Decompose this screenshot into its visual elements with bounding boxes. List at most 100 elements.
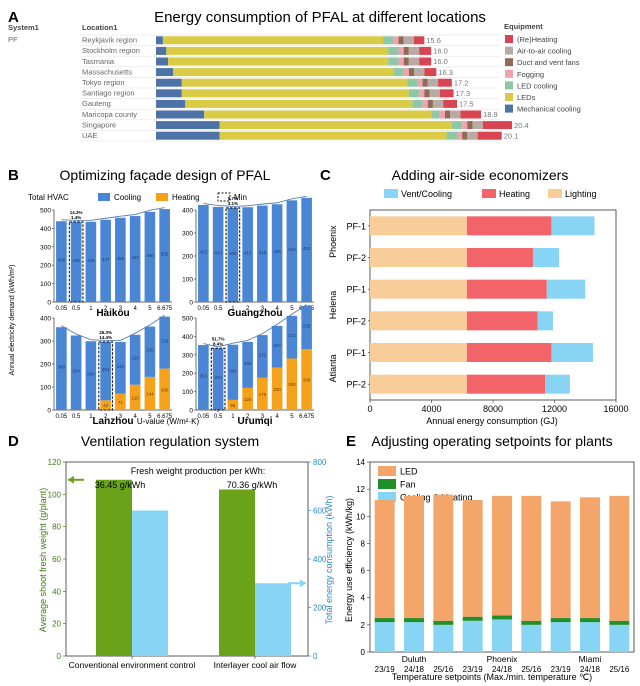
x-tick-label: 2 [104,306,108,312]
bar-segment [457,131,463,140]
bar-segment [551,343,593,362]
x-tick-label: 1 [89,306,93,312]
legend-label: LED cooling [517,81,557,90]
cooling-bar [301,197,312,302]
legend-swatch [505,35,513,43]
bar-segment [370,343,467,362]
x-tick-label: 0.05 [56,306,68,312]
cooling-value-label: 240 [117,364,125,369]
x-tick-label: 0.5 [214,414,223,420]
bar-segment [408,46,420,55]
min-highlight-box [68,221,84,303]
legend-swatch [384,189,398,198]
cooling-bar [70,335,82,410]
cooling-bar [129,216,141,302]
cooling-bar [56,221,67,302]
cooling-value-label: 235 [303,324,311,329]
y-tick-label-left: 80 [52,523,61,532]
cooling-bar [286,200,298,302]
bar-segment [521,624,542,652]
heating-value-label: 42 [103,403,109,408]
cooling-bar [271,204,283,302]
cooling-value-label: 413 [214,251,222,256]
cooling-value-label: 232 [259,352,267,357]
bar-segment [156,57,169,66]
cooling-bar [144,326,156,377]
y-tick-label-right: 400 [313,555,327,564]
legend-label: Duct and vent fans [517,58,580,67]
subplot-city-label: Lanzhou [92,416,133,427]
legend-swatch [505,93,513,101]
bar-segment [156,68,174,77]
cooling-bar [144,211,156,302]
bar-segment [467,121,473,130]
total-label: 18.9 [483,110,498,119]
bar-segment [492,495,512,616]
x-tick-label: 1 [231,414,235,420]
heating-bar [129,384,141,410]
subplot-city-label: Guangzhou [228,308,283,319]
bar-segment [408,57,420,66]
annotation-value: 36.45 g/kWh [95,480,146,490]
y-tick-label: 100 [40,281,51,288]
plot-frame [369,209,617,401]
cooling-bar [159,209,170,302]
total-hvac-line [61,314,165,341]
x-category-label: Interlayer cool air flow [214,660,298,670]
y-tick-label: 8 [361,539,366,548]
y-tick-label: 0 [47,408,51,415]
x-tick-label: 23/19 [551,665,572,674]
location-label: Massachusetts [82,67,132,76]
bar-segment [419,46,432,55]
bar-segment [393,68,404,77]
bar-segment [168,57,389,66]
y-category-label: PF-1 [346,348,366,358]
cooling-value-label: 425 [273,249,281,254]
heating-bar [242,387,253,410]
energy-bar [255,583,291,656]
bar-segment [219,131,447,140]
bar-segment [433,624,454,652]
cooling-value-label: 324 [72,369,80,374]
x-tick-label: 12000 [542,404,567,414]
y-category-label: PF-1 [346,285,366,295]
bar-segment [388,57,399,66]
y-tick-label-right: 600 [313,507,327,516]
legend-label: Fogging [517,70,544,79]
bar-segment [438,78,452,87]
bar-segment [427,99,433,108]
bar-segment [477,131,502,140]
total-label: 15.6 [426,36,441,45]
annotation-value: 70.36 g/kWh [227,480,278,490]
x-tick-label: 2 [246,306,250,312]
y-tick-label: 200 [182,371,193,378]
panel-e-xlabel: Temperature setpoints (Max./min. tempera… [392,672,592,682]
y-category-label: PF-2 [346,316,366,326]
panel-e-title: Adjusting operating setpoints for plants [371,433,612,449]
total-label: 16.0 [433,47,448,56]
x-tick-label: 2 [246,414,250,420]
bar-segment [419,89,425,98]
bar-segment [374,618,395,623]
cooling-bar [115,217,126,302]
cooling-bar [301,306,312,350]
x-tick-label: 16000 [603,404,628,414]
cooling-bar [85,341,97,410]
heating-value-label: 330 [303,378,311,383]
cooling-value-label: 447 [102,257,110,262]
cooling-bar [227,207,239,302]
bar-segment [162,36,384,45]
bar-segment [439,89,454,98]
legend-swatch [482,189,496,198]
y-tick-label: 400 [40,316,51,323]
bar-segment [424,89,430,98]
right-axis-arrow-head [300,579,306,588]
legend-label: Mechanical cooling [517,105,581,114]
x-tick-label: 23/19 [375,665,396,674]
min-percent-label: 9.7% [228,196,238,201]
total-hvac-line [61,207,165,221]
bar-segment [546,279,586,299]
bar-segment [412,99,423,108]
min-highlight-box [98,341,113,411]
legend-label: Air-to-air cooling [517,47,572,56]
